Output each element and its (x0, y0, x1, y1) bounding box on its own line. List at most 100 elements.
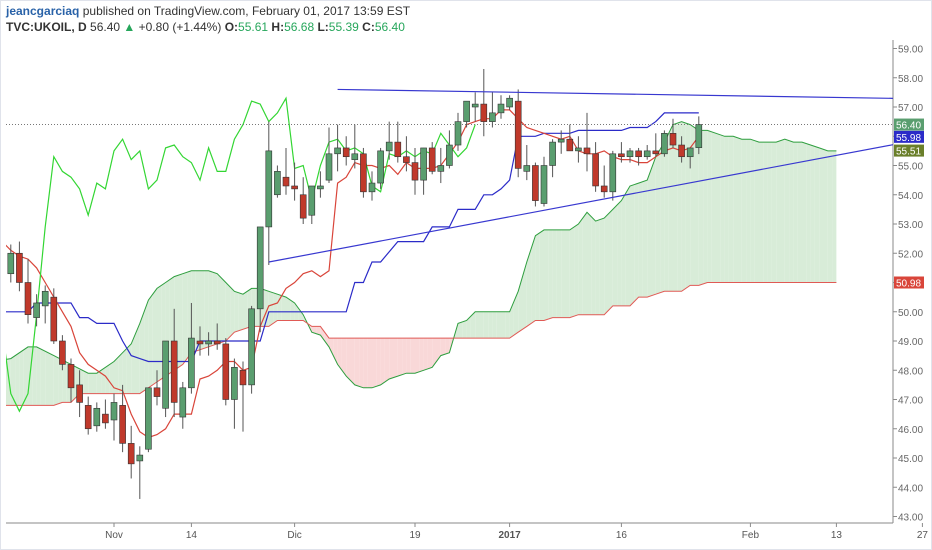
cloud-bearish-segment (324, 332, 329, 347)
candle-body (583, 147, 591, 155)
cloud-bearish-segment (359, 338, 364, 388)
cloud-bearish-segment (419, 338, 424, 372)
cloud-bullish-segment (810, 145, 815, 283)
symbol-legend: TVC:UKOIL, D 56.40 ▲ +0.80 (+1.44%) O:55… (6, 20, 405, 34)
cloud-bearish-segment (380, 338, 385, 385)
y-tick-label: 45.00 (898, 454, 923, 465)
x-tick-label: 14 (186, 530, 198, 541)
open-value: 55.61 (238, 20, 269, 34)
cloud-bearish-segment (427, 338, 433, 369)
candle-body (394, 141, 402, 158)
cloud-bullish-segment (15, 352, 20, 406)
cloud-bullish-segment (814, 146, 820, 283)
cloud-bearish-segment (337, 338, 342, 371)
cloud-bearish-segment (311, 326, 317, 334)
candle-body (119, 405, 126, 444)
cloud-bullish-segment (118, 352, 123, 394)
cloud-bullish-segment (157, 285, 162, 382)
candle-body (16, 252, 23, 283)
candle-body (549, 141, 556, 166)
cloud-bearish-segment (354, 338, 360, 387)
x-tick-label: 2017 (498, 530, 521, 541)
cloud-bullish-segment (466, 316, 471, 339)
cloud-bullish-segment (204, 270, 209, 349)
cloud-bullish-segment (681, 121, 686, 292)
cloud-bullish-segment (625, 186, 630, 306)
price-axis-badge-label: 55.98 (896, 133, 921, 144)
candle-body (635, 150, 642, 158)
close-value: 56.40 (374, 20, 405, 34)
cloud-bullish-segment (617, 200, 622, 306)
cloud-bearish-segment (432, 338, 437, 368)
cloud-bearish-segment (423, 338, 428, 371)
cloud-bullish-segment (522, 262, 527, 330)
cloud-bullish-segment (776, 140, 781, 283)
cloud-bullish-segment (36, 346, 41, 406)
y-tick-label: 52.00 (898, 249, 923, 260)
cloud-bullish-segment (479, 311, 484, 339)
cloud-bullish-segment (655, 149, 661, 295)
last-price: 56.40 (90, 20, 121, 34)
y-tick-label: 49.00 (898, 337, 923, 348)
candle-body (592, 153, 599, 187)
price-axis-badge (894, 144, 924, 157)
cloud-bullish-segment (664, 133, 669, 292)
candle-body (566, 138, 574, 152)
y-tick-label: 46.00 (898, 425, 923, 436)
cloud-bullish-segment (638, 181, 643, 298)
candle-body (24, 282, 32, 315)
cloud-bullish-segment (238, 292, 243, 331)
cloud-bearish-segment (329, 338, 334, 356)
candle-body (428, 147, 436, 172)
candle-body (145, 387, 152, 450)
x-tick-label: 27 (917, 530, 929, 541)
candle-body (222, 343, 230, 400)
cloud-bullish-segment (612, 205, 618, 306)
cloud-bullish-segment (582, 212, 587, 315)
candle-body (652, 150, 660, 155)
candle-body (385, 141, 393, 152)
y-tick-label: 54.00 (898, 191, 923, 202)
cloud-bullish-segment (565, 229, 570, 318)
author-name[interactable]: jeancgarciaq (6, 4, 80, 18)
symbol-label[interactable]: TVC:UKOIL, D (6, 20, 87, 34)
cloud-bearish-segment (341, 338, 347, 377)
cloud-bullish-segment (526, 248, 532, 327)
y-tick-label: 47.00 (898, 396, 923, 407)
cloud-bullish-segment (462, 320, 467, 339)
candle-body (643, 150, 651, 158)
cloud-bullish-segment (733, 136, 738, 283)
price-axis-badge-label: 50.98 (896, 279, 921, 290)
cloud-bullish-segment (548, 229, 553, 320)
price-change: +0.80 (+1.44%) (138, 20, 222, 34)
cloud-bullish-segment (728, 136, 734, 283)
cloud-bullish-segment (832, 150, 837, 283)
cloud-bullish-segment (780, 139, 785, 283)
y-tick-label: 50.00 (898, 308, 923, 319)
cloud-bullish-segment (741, 139, 747, 283)
candle-body (248, 308, 255, 386)
candle-body (523, 165, 531, 172)
cloud-bullish-segment (501, 311, 506, 339)
cloud-bullish-segment (496, 311, 501, 339)
cloud-bullish-segment (802, 142, 807, 283)
x-tick-label: 13 (831, 530, 843, 541)
cloud-bullish-segment (827, 150, 833, 283)
cloud-bullish-segment (225, 282, 231, 341)
cloud-bullish-segment (268, 291, 274, 327)
candle-body (342, 147, 350, 158)
candle-body (686, 147, 694, 158)
cloud-bullish-segment (178, 273, 183, 368)
candle-body (256, 226, 264, 310)
cloud-bullish-segment (152, 288, 157, 385)
cloud-bullish-segment (642, 180, 648, 298)
candle-body (110, 402, 118, 421)
high-label: H: (271, 20, 285, 34)
cloud-bullish-segment (83, 371, 89, 394)
cloud-bullish-segment (771, 142, 777, 283)
cloud-bearish-segment (397, 338, 403, 377)
cloud-bullish-segment (53, 355, 59, 406)
cloud-bullish-segment (286, 297, 291, 321)
trendline-resistance (337, 88, 893, 99)
